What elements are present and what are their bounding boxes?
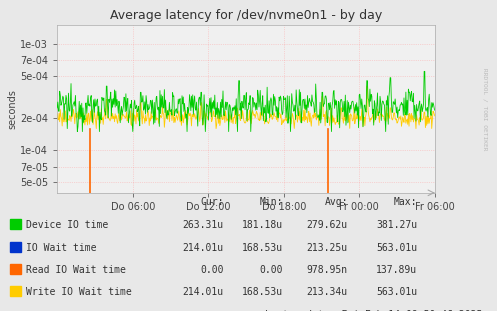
Text: 563.01u: 563.01u: [376, 243, 417, 253]
Y-axis label: seconds: seconds: [7, 89, 17, 129]
Text: Min:: Min:: [260, 197, 283, 207]
Text: 213.34u: 213.34u: [307, 287, 348, 297]
Text: Read IO Wait time: Read IO Wait time: [26, 265, 126, 275]
Text: 0.00: 0.00: [200, 265, 224, 275]
Text: 279.62u: 279.62u: [307, 220, 348, 230]
Text: IO Wait time: IO Wait time: [26, 243, 96, 253]
Text: 0.00: 0.00: [260, 265, 283, 275]
Text: 213.25u: 213.25u: [307, 243, 348, 253]
Text: Max:: Max:: [394, 197, 417, 207]
Text: 978.95n: 978.95n: [307, 265, 348, 275]
Title: Average latency for /dev/nvme0n1 - by day: Average latency for /dev/nvme0n1 - by da…: [110, 9, 382, 22]
Text: Avg:: Avg:: [325, 197, 348, 207]
Text: RRDTOOL / TOBI OETIKER: RRDTOOL / TOBI OETIKER: [482, 67, 487, 150]
Text: Cur:: Cur:: [200, 197, 224, 207]
Text: 214.01u: 214.01u: [182, 287, 224, 297]
Text: Device IO time: Device IO time: [26, 220, 108, 230]
Text: 563.01u: 563.01u: [376, 287, 417, 297]
Text: 168.53u: 168.53u: [242, 287, 283, 297]
Text: Last update: Fri Feb 14 09:50:46 2025: Last update: Fri Feb 14 09:50:46 2025: [265, 310, 482, 311]
Text: 168.53u: 168.53u: [242, 243, 283, 253]
Text: Write IO Wait time: Write IO Wait time: [26, 287, 132, 297]
Text: 137.89u: 137.89u: [376, 265, 417, 275]
Text: 381.27u: 381.27u: [376, 220, 417, 230]
Text: 181.18u: 181.18u: [242, 220, 283, 230]
Text: 214.01u: 214.01u: [182, 243, 224, 253]
Text: 263.31u: 263.31u: [182, 220, 224, 230]
